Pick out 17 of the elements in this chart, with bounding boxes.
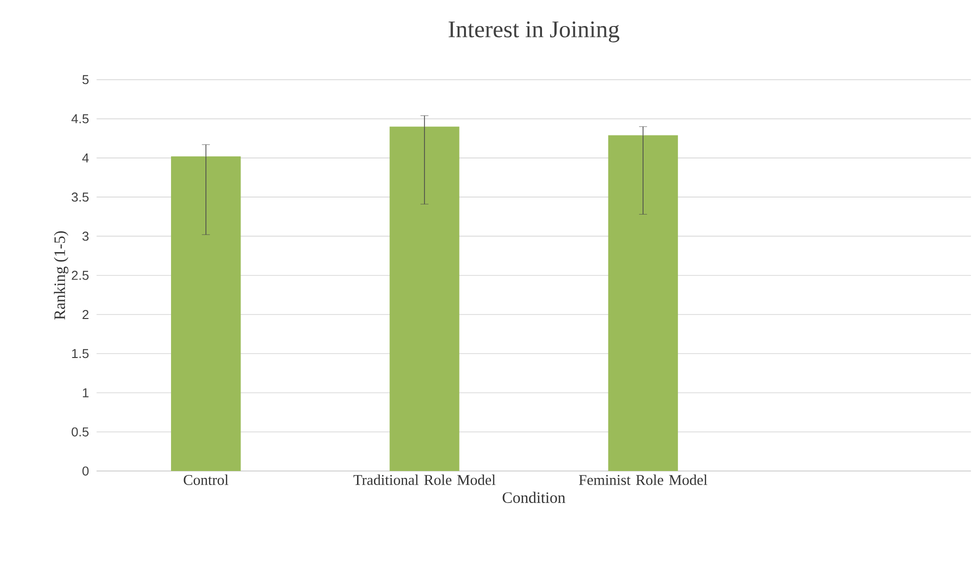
x-axis-title: Condition xyxy=(502,492,566,504)
x-tick-label: Feminist Role Model xyxy=(579,474,708,486)
x-tick-label: Traditional Role Model xyxy=(354,474,496,486)
y-tick-label: 1.5 xyxy=(72,349,89,358)
y-tick-label: 0.5 xyxy=(72,428,89,437)
y-tick-label: 3 xyxy=(82,232,89,241)
x-tick-label: Control xyxy=(184,474,228,486)
y-axis-title: Ranking (1-5) xyxy=(54,231,68,320)
y-tick-label: 2 xyxy=(82,310,88,320)
y-tick-label: 2.5 xyxy=(72,270,89,280)
y-tick-label: 0 xyxy=(82,466,89,476)
y-tick-label: 3.5 xyxy=(72,192,89,202)
y-tick-label: 4.5 xyxy=(71,114,89,124)
chart-title: Interest in Joining xyxy=(448,22,620,43)
y-tick-label: 1 xyxy=(82,388,88,398)
y-tick-label: 5 xyxy=(82,75,89,84)
y-tick-label: 4 xyxy=(82,154,89,163)
